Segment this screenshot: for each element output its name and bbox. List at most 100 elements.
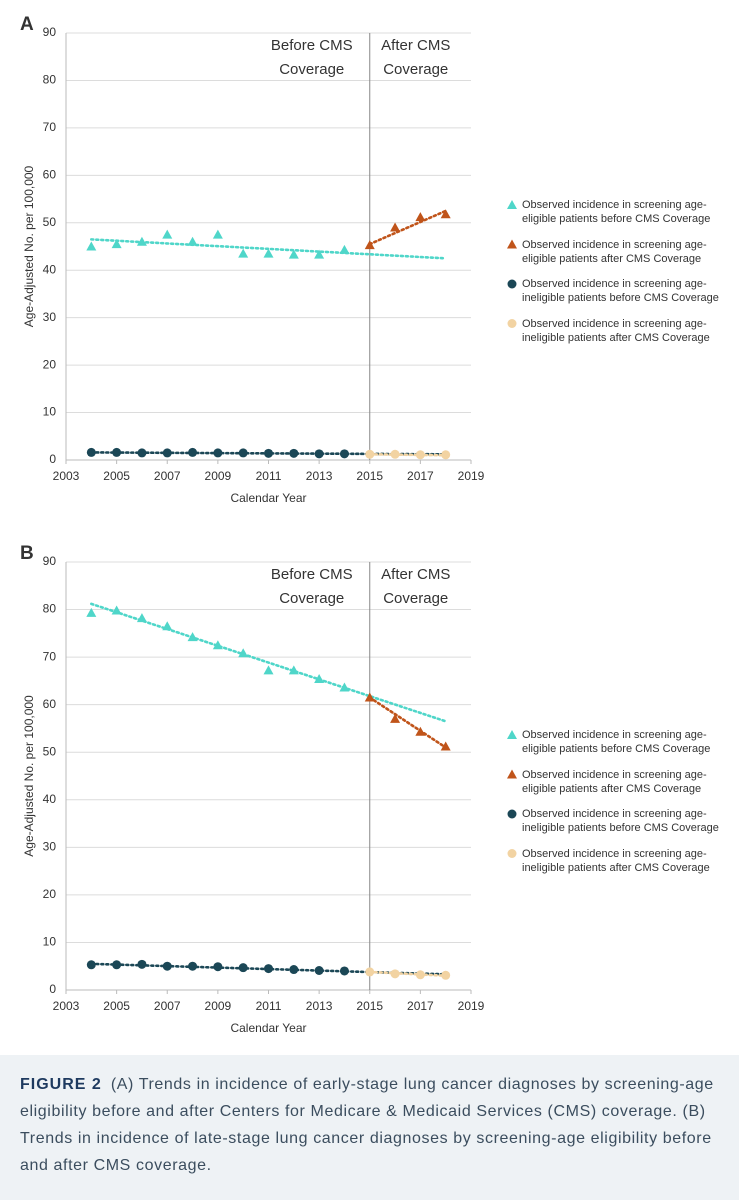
data-point <box>441 970 451 980</box>
data-point <box>390 449 400 459</box>
data-point <box>162 621 173 631</box>
y-tick-label: 30 <box>43 310 57 324</box>
annotation: Before CMS <box>271 566 353 583</box>
x-tick-label: 2019 <box>458 469 485 483</box>
caption: FIGURE 2 (A) Trends in incidence of earl… <box>0 1055 739 1200</box>
y-tick-label: 0 <box>49 452 56 466</box>
data-point <box>440 209 451 219</box>
x-tick-label: 2009 <box>205 999 232 1013</box>
annotation: Coverage <box>383 61 448 78</box>
legend-label: Observed incidence in screening age-inel… <box>522 808 719 834</box>
data-point <box>238 448 248 458</box>
data-point <box>440 741 451 751</box>
x-tick-label: 2013 <box>306 469 333 483</box>
legend-marker <box>507 319 517 328</box>
data-point <box>188 447 198 457</box>
legend-label: Observed incidence in screening age-elig… <box>522 768 707 795</box>
data-point <box>264 964 273 974</box>
trend-line <box>368 696 447 749</box>
data-point <box>137 959 147 969</box>
annotation: After CMS <box>381 566 450 583</box>
y-tick-label: 20 <box>43 357 57 371</box>
data-point <box>289 965 299 975</box>
y-tick-label: 0 <box>49 982 56 996</box>
y-axis-title: Age-Adjusted No. per 100,000 <box>22 695 36 857</box>
y-tick-label: 10 <box>43 405 57 419</box>
data-point <box>112 447 122 457</box>
data-point <box>212 640 223 650</box>
y-tick-label: 90 <box>43 554 57 568</box>
legend-marker <box>507 809 517 819</box>
data-point <box>263 665 274 675</box>
x-tick-label: 2017 <box>407 469 434 483</box>
x-tick-label: 2005 <box>103 469 130 483</box>
trend-line <box>368 209 447 246</box>
legend-label: Observed incidence in screening age-elig… <box>522 729 711 755</box>
x-tick-label: 2005 <box>103 999 130 1013</box>
y-tick-label: 30 <box>43 840 57 854</box>
data-point <box>264 448 273 458</box>
legend-label: Observed incidence in screening age-inel… <box>522 317 710 344</box>
x-tick-label: 2011 <box>256 469 282 483</box>
data-point <box>441 450 451 460</box>
x-tick-label: 2019 <box>458 999 485 1013</box>
y-tick-label: 50 <box>43 744 57 758</box>
data-point <box>314 449 324 459</box>
x-tick-label: 2003 <box>53 469 80 483</box>
data-point <box>339 449 349 459</box>
data-point <box>112 960 122 970</box>
data-point <box>339 244 350 254</box>
y-tick-label: 70 <box>43 120 57 134</box>
x-tick-label: 2007 <box>154 999 181 1013</box>
data-point <box>86 960 96 970</box>
trend-line <box>368 453 447 457</box>
x-tick-label: 2011 <box>256 999 282 1013</box>
data-point <box>136 613 147 623</box>
data-point <box>314 673 325 683</box>
panel-label: B <box>20 543 34 564</box>
data-point <box>86 447 96 457</box>
data-point <box>365 967 375 977</box>
data-point <box>390 222 401 232</box>
data-point <box>364 240 375 250</box>
annotation: After CMS <box>381 37 450 54</box>
data-point <box>238 648 249 658</box>
data-point <box>314 249 325 259</box>
data-point <box>162 448 172 458</box>
annotation: Coverage <box>383 590 448 607</box>
x-tick-label: 2013 <box>306 999 333 1013</box>
annotation: Before CMS <box>271 37 353 54</box>
panel-label: A <box>20 14 34 35</box>
legend-marker <box>507 239 517 249</box>
y-tick-label: 60 <box>43 168 57 182</box>
y-tick-label: 50 <box>43 215 57 229</box>
data-point <box>212 229 223 239</box>
y-tick-label: 90 <box>43 25 57 39</box>
data-point <box>339 682 350 692</box>
caption-text: (A) Trends in incidence of early-stage l… <box>20 1076 714 1174</box>
data-point <box>137 448 147 458</box>
data-point <box>365 449 375 459</box>
data-point <box>288 665 299 675</box>
y-tick-label: 40 <box>43 262 57 276</box>
legend-label: Observed incidence in screening age-inel… <box>522 278 719 304</box>
data-point <box>415 726 426 736</box>
annotation: Coverage <box>279 590 344 607</box>
legend-label: Observed incidence in screening age-inel… <box>522 847 710 874</box>
y-tick-label: 80 <box>43 73 57 87</box>
x-axis-title: Calendar Year <box>230 491 306 505</box>
x-tick-label: 2015 <box>356 999 383 1013</box>
data-point <box>188 961 198 971</box>
data-point <box>288 249 299 259</box>
data-point <box>213 962 223 972</box>
y-tick-label: 20 <box>43 887 57 901</box>
data-point <box>238 963 248 973</box>
data-point <box>339 966 349 976</box>
trend-line <box>90 602 447 723</box>
data-point <box>162 229 173 239</box>
y-axis-title: Age-Adjusted No. per 100,000 <box>22 165 36 327</box>
data-point <box>263 248 274 258</box>
data-point <box>238 248 249 258</box>
data-point <box>162 961 172 971</box>
